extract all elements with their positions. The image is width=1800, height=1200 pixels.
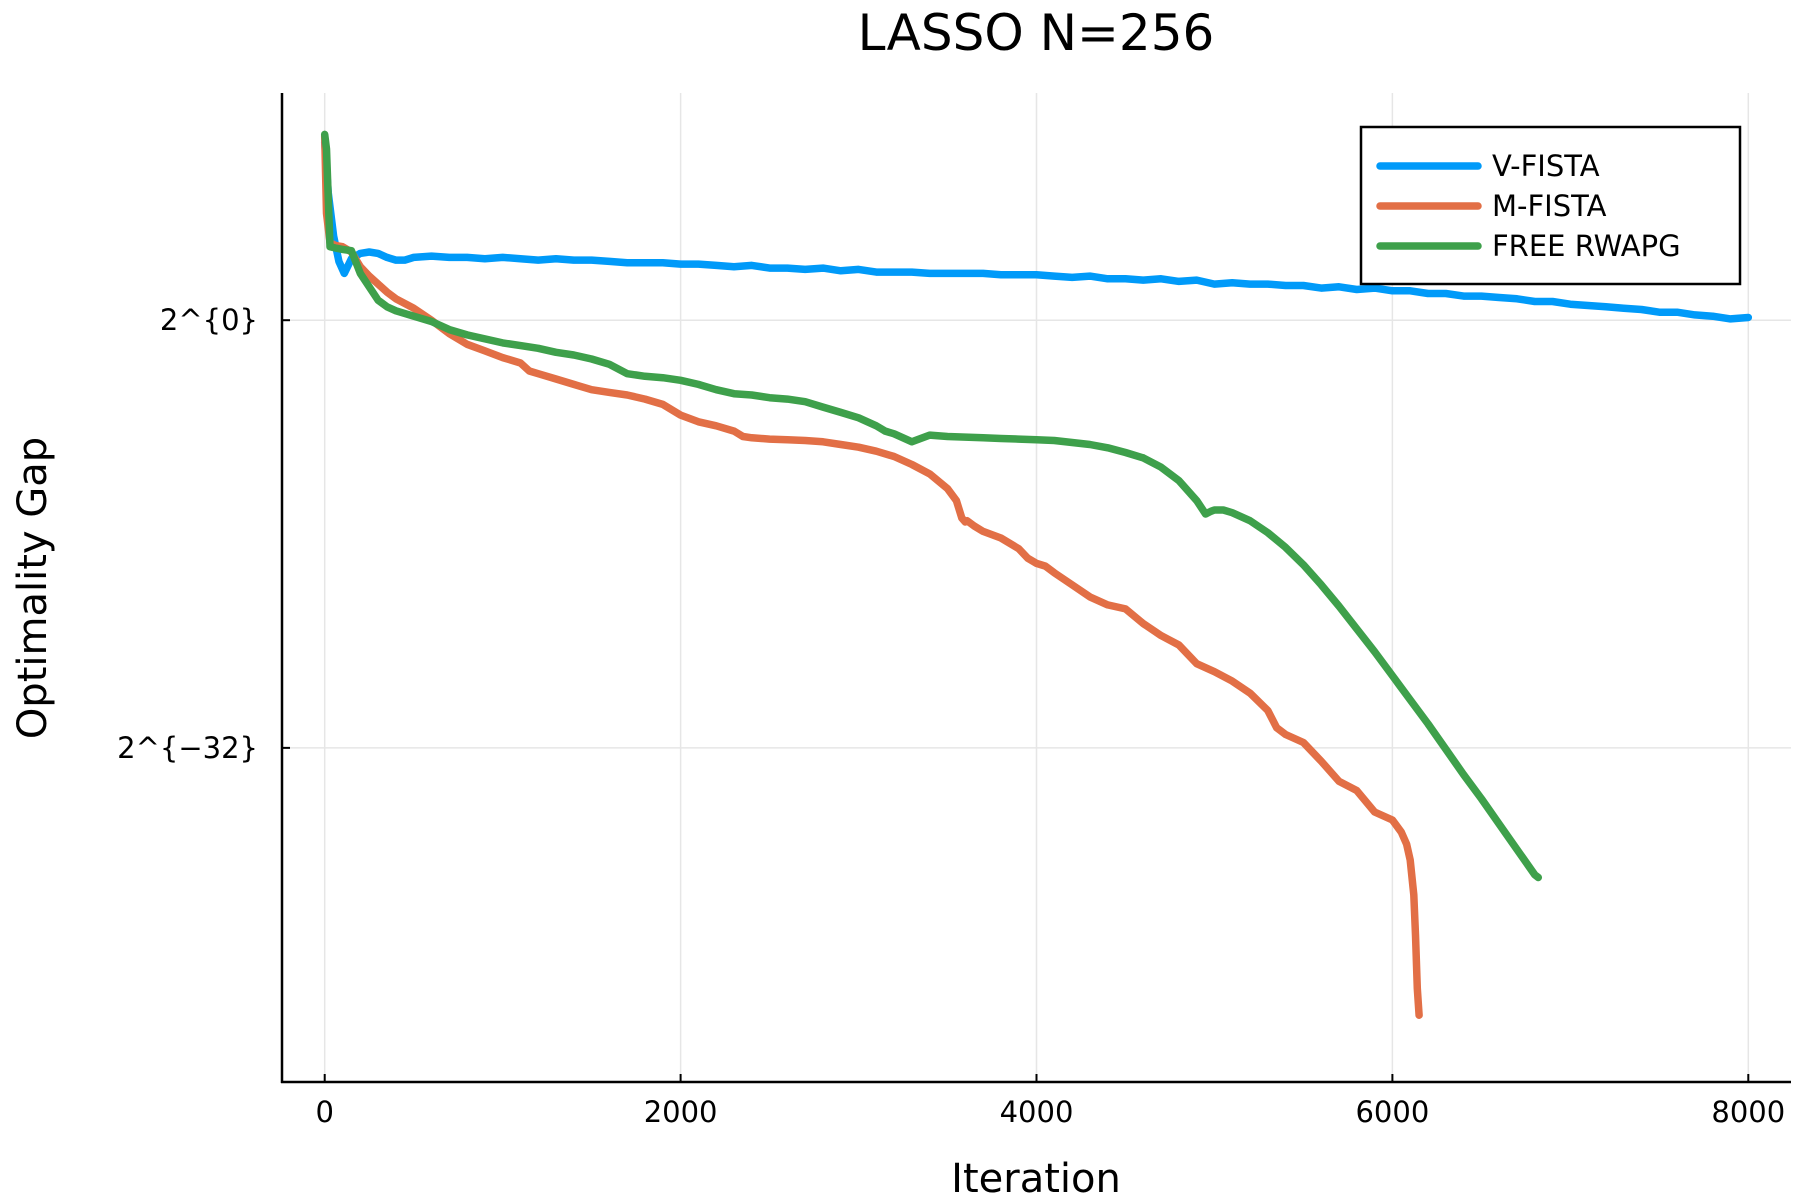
- series-line-v-fista: [320, 138, 1753, 323]
- series-line-free-rwapg: [320, 130, 1543, 882]
- x-tick-label: 8000: [1711, 1095, 1785, 1129]
- y-axis-title: Optimality Gap: [10, 437, 56, 739]
- legend-label-m-fista: M-FISTA: [1492, 189, 1607, 223]
- legend-label-free-rwapg: FREE RWAPG: [1492, 229, 1681, 263]
- plot-series: [320, 130, 1753, 1019]
- chart-title: LASSO N=256: [858, 4, 1215, 62]
- legend-items: V-FISTA M-FISTA FREE RWAPG: [1376, 149, 1681, 263]
- x-tick-label: 4000: [1000, 1095, 1074, 1129]
- x-tick-label: 0: [315, 1095, 333, 1129]
- legend-label-v-fista: V-FISTA: [1492, 149, 1600, 183]
- x-tick-label: 2000: [644, 1095, 718, 1129]
- y-tick-label: 2^{−32}: [117, 731, 258, 765]
- x-axis-title: Iteration: [951, 1156, 1121, 1200]
- y-tick-label: 2^{0}: [160, 303, 258, 337]
- axis-ticks: 0 2000 4000 6000 8000 2^{0} 2^{−32}: [117, 303, 1785, 1129]
- series-line-m-fista: [320, 132, 1423, 1019]
- x-tick-label: 6000: [1355, 1095, 1429, 1129]
- legend: V-FISTA M-FISTA FREE RWAPG: [1359, 125, 1742, 286]
